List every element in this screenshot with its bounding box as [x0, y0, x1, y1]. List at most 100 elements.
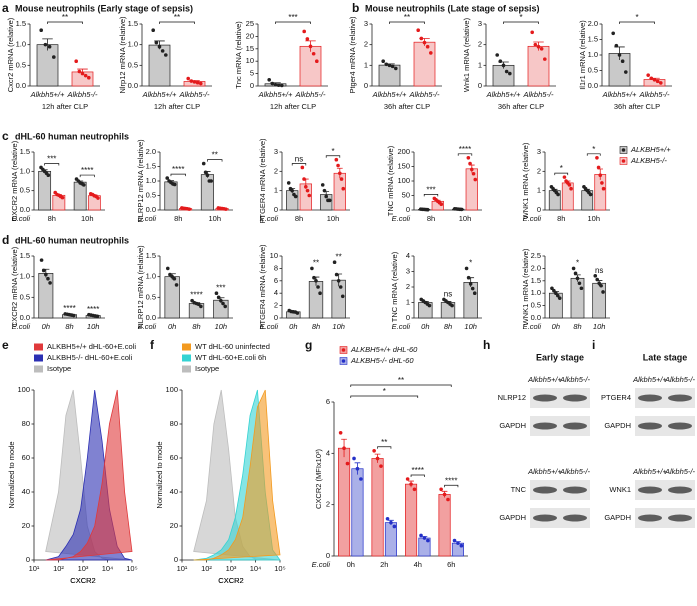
y-axis-label: WNK1 mRNA (relative) — [521, 142, 530, 219]
blot-row-label: GAPDH — [499, 421, 526, 430]
x-tick-label: 10⁵ — [126, 564, 137, 573]
blot-membrane — [635, 480, 695, 500]
significance-label: * — [576, 259, 579, 268]
blot-band — [638, 422, 662, 430]
data-point — [341, 186, 346, 191]
y-tick-label: 2 — [478, 40, 482, 49]
x-tick-label: 10⁴ — [250, 564, 262, 573]
blot-row-label: PTGER4 — [601, 393, 631, 402]
bar — [308, 281, 324, 319]
significance-bracket — [291, 163, 307, 166]
blot-band — [638, 394, 662, 402]
x-tick-label: 8h — [192, 322, 200, 331]
data-point — [468, 161, 472, 166]
legend-label: Isotype — [195, 364, 219, 373]
x-tick-label: 10h — [459, 214, 472, 223]
x-tick-label: 8h — [573, 322, 581, 331]
x-tick-label: 10h — [593, 322, 606, 331]
x-tick-label: 10h — [587, 214, 600, 223]
significance-bracket — [159, 21, 195, 24]
data-point — [290, 188, 295, 193]
data-point — [385, 516, 390, 521]
data-point — [617, 53, 622, 57]
data-point — [389, 520, 393, 525]
x-axis-label: CXCR2 — [70, 576, 95, 585]
legend-label: WT dHL-60+E.coli 6h — [195, 353, 266, 362]
data-point — [554, 291, 558, 296]
data-point — [595, 277, 600, 282]
x-tick-label: Alkbh5+/+ — [142, 90, 177, 99]
significance-bracket — [79, 174, 95, 178]
data-point — [334, 272, 339, 277]
significance-label: **** — [172, 165, 184, 174]
y-axis-label: WNK1 mRNA (relative) — [521, 248, 530, 325]
y-tick-label: 0 — [406, 205, 410, 214]
data-point — [165, 266, 170, 271]
blot-column-label: Alkbh5-/- — [559, 375, 591, 384]
data-point — [96, 196, 100, 200]
data-point — [601, 186, 606, 191]
x-tick-label: Alkbh5-/- — [66, 90, 98, 99]
y-tick-label: 1.5 — [20, 251, 30, 260]
x-tick-label: 10² — [201, 564, 212, 573]
x-tick-label: 10h — [332, 322, 345, 331]
significance-bracket — [325, 155, 341, 158]
x-tick-label: 8h — [557, 214, 565, 223]
data-point — [439, 487, 443, 492]
x-axis-label: E.coli — [523, 214, 542, 223]
y-tick-label: 1.0 — [146, 272, 156, 281]
panel-letter: a — [2, 1, 9, 15]
x-tick-label: 6h — [447, 560, 455, 569]
y-tick-label: 2 — [274, 301, 278, 310]
blot-column-label: Alkbh5-/- — [664, 375, 696, 384]
x-tick-label: 10h — [208, 214, 221, 223]
data-point — [611, 31, 615, 36]
data-point — [276, 83, 281, 88]
blot-row-label: WNK1 — [609, 485, 631, 494]
data-point — [464, 266, 469, 271]
data-point — [425, 44, 430, 49]
blot-row-label: GAPDH — [499, 513, 526, 522]
data-point — [314, 279, 318, 283]
bar — [561, 182, 574, 211]
significance-label: ns — [444, 290, 452, 299]
blot-band — [668, 486, 692, 494]
significance-label: * — [469, 259, 472, 268]
legend-label: WT dHL-60 uninfected — [195, 342, 270, 351]
data-point — [569, 186, 573, 191]
data-point — [46, 173, 51, 177]
panel-title: Mouse neutrophils (Early stage of sepsis… — [15, 3, 193, 13]
x-tick-label: 8h — [427, 214, 435, 223]
data-point — [186, 76, 190, 81]
y-tick-label: 0 — [274, 313, 278, 322]
legend-marker — [621, 159, 626, 163]
data-point — [466, 275, 471, 280]
blot-row-label: TNC — [511, 485, 527, 494]
y-tick-label: 40 — [170, 487, 178, 496]
data-point — [355, 466, 360, 471]
significance-label: ** — [174, 13, 180, 22]
bar — [405, 483, 418, 557]
x-tick-label: Alkbh5+/+ — [30, 90, 65, 99]
significance-bracket — [350, 395, 419, 398]
y-tick-label: 0.0 — [531, 313, 541, 322]
data-point — [409, 482, 413, 486]
data-point — [270, 81, 275, 86]
significance-label: ** — [398, 376, 404, 385]
data-point — [593, 274, 598, 278]
significance-bracket — [503, 21, 539, 24]
y-tick-label: 60 — [22, 453, 30, 462]
data-point — [223, 304, 228, 309]
panel-letter: c — [2, 129, 9, 143]
blot-column-label: Alkbh5+/+ — [527, 467, 562, 476]
x-axis-label: 12h after CLP — [154, 102, 200, 111]
data-point — [311, 51, 316, 56]
y-tick-label: 0 — [406, 313, 410, 322]
data-point — [334, 157, 339, 162]
y-axis-label: Wnk1 mRNA (relative) — [462, 17, 471, 92]
legend-label: ALKBH5-/- — [630, 156, 667, 165]
data-point — [214, 291, 219, 296]
significance-bracket — [207, 159, 223, 162]
significance-label: * — [560, 164, 563, 173]
